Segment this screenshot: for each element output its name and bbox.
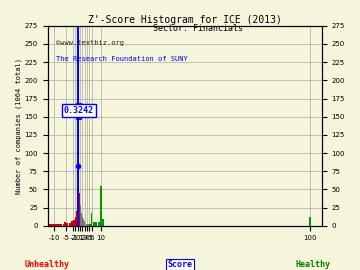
Bar	[93, 222, 95, 226]
Bar	[49, 224, 51, 226]
Bar	[53, 224, 55, 226]
Bar	[76, 211, 77, 226]
Bar	[66, 223, 68, 226]
Bar	[51, 224, 53, 226]
Text: The Research Foundation of SUNY: The Research Foundation of SUNY	[56, 56, 188, 62]
Text: Score: Score	[167, 260, 193, 269]
Bar	[74, 220, 75, 226]
Text: ©www.textbiz.org: ©www.textbiz.org	[56, 40, 124, 46]
Bar	[56, 224, 58, 226]
Bar	[91, 213, 92, 226]
Title: Z'-Score Histogram for ICE (2013): Z'-Score Histogram for ICE (2013)	[88, 15, 282, 25]
Bar	[68, 223, 71, 226]
Bar	[309, 217, 311, 226]
Y-axis label: Number of companies (1064 total): Number of companies (1064 total)	[15, 58, 22, 194]
Bar	[100, 186, 102, 226]
Text: 0.3242: 0.3242	[64, 106, 94, 115]
Text: Unhealthy: Unhealthy	[24, 260, 69, 269]
Bar	[60, 224, 63, 226]
Text: Sector: Financials: Sector: Financials	[153, 24, 243, 33]
Bar	[64, 222, 66, 226]
Bar	[98, 222, 100, 226]
Bar	[63, 224, 65, 226]
Bar	[102, 218, 104, 226]
Text: Healthy: Healthy	[296, 260, 331, 269]
Bar	[58, 224, 60, 226]
Bar	[71, 221, 73, 226]
Bar	[75, 217, 76, 226]
Bar	[95, 222, 97, 226]
